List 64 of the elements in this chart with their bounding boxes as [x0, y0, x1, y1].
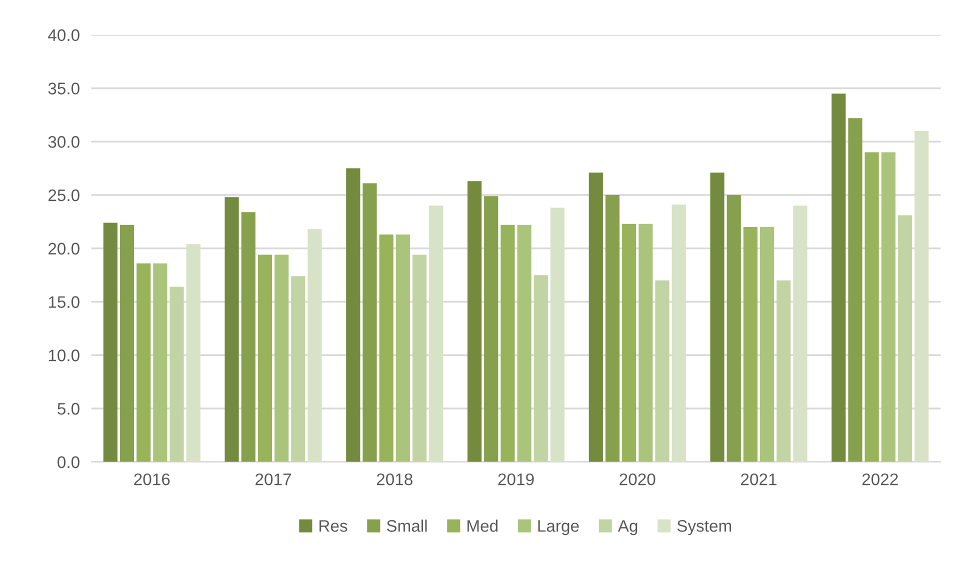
bar: [103, 222, 118, 462]
legend-label: Large: [538, 520, 579, 536]
legend-label: System: [677, 520, 732, 536]
y-tick-label: 10.0: [48, 350, 80, 362]
bar: [672, 204, 686, 462]
bar: [308, 229, 322, 462]
bar: [864, 152, 879, 462]
bar: [743, 227, 758, 462]
bar: [655, 280, 670, 462]
bar: [153, 263, 168, 462]
bar: [622, 224, 636, 462]
y-tick-label: 5.0: [58, 402, 80, 415]
bar: [726, 195, 741, 462]
bar: [379, 234, 394, 462]
x-tick-label: 2019: [498, 473, 534, 486]
x-tick-label: 2022: [862, 473, 898, 486]
bar: [412, 254, 427, 462]
bar: [550, 208, 565, 462]
y-tick-label: 30.0: [48, 136, 80, 148]
bar: [588, 172, 603, 462]
bar: [291, 276, 306, 462]
x-tick-label: 2020: [620, 473, 656, 486]
bar: [346, 168, 360, 462]
bar: [793, 206, 808, 462]
bar: [136, 263, 151, 462]
bar: [517, 224, 532, 462]
legend-label: Ag: [618, 520, 638, 536]
x-tick-label: 2018: [376, 473, 412, 486]
bar: [760, 227, 774, 462]
bar: [258, 254, 272, 462]
bar: [881, 152, 896, 462]
y-tick-label: 35.0: [48, 82, 80, 94]
legend-label: Res: [320, 520, 348, 532]
bar: [396, 234, 410, 462]
legend-label: Med: [468, 520, 498, 532]
bar: [170, 286, 184, 462]
bar: [776, 280, 791, 462]
bar: [638, 224, 653, 462]
bar: [429, 206, 444, 462]
legend-label: Small: [386, 520, 427, 532]
bar: [120, 224, 134, 462]
bar: [241, 212, 256, 462]
x-tick-label: 2016: [134, 473, 170, 486]
bar: [898, 215, 912, 462]
bar: [362, 183, 377, 462]
y-tick-label: 0.0: [58, 456, 80, 468]
bar: [710, 172, 724, 462]
bar: [467, 181, 482, 462]
bar: [534, 275, 548, 462]
bar: [484, 196, 498, 462]
x-tick-label: 2017: [256, 473, 291, 486]
x-tick-label: 2021: [741, 473, 776, 486]
y-tick-label: 20.0: [48, 242, 80, 255]
bar: [224, 197, 239, 462]
y-tick-label: 40.0: [48, 29, 80, 42]
y-tick-label: 25.0: [48, 189, 80, 202]
y-tick-label: 15.0: [48, 296, 80, 308]
bar: [832, 94, 846, 462]
bar: [914, 130, 929, 462]
bar: [605, 195, 620, 462]
bar: [186, 244, 200, 462]
bar: [274, 254, 289, 462]
bar: [848, 118, 862, 462]
bar: [500, 224, 515, 462]
